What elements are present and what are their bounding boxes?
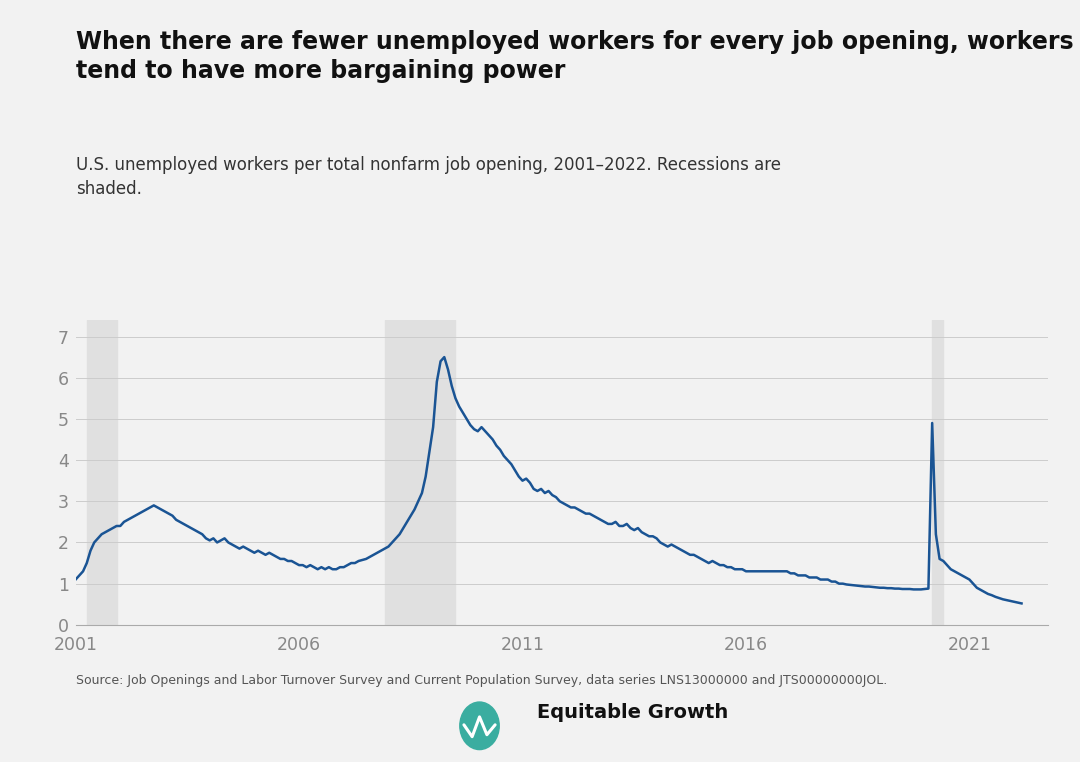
Bar bbox=[86, 320, 117, 625]
Text: Equitable Growth: Equitable Growth bbox=[537, 703, 728, 722]
Bar bbox=[384, 320, 456, 625]
Bar bbox=[932, 320, 944, 625]
Text: When there are fewer unemployed workers for every job opening, workers
tend to h: When there are fewer unemployed workers … bbox=[76, 30, 1074, 83]
Text: Source: Job Openings and Labor Turnover Survey and Current Population Survey, da: Source: Job Openings and Labor Turnover … bbox=[76, 674, 887, 687]
Text: U.S. unemployed workers per total nonfarm job opening, 2001–2022. Recessions are: U.S. unemployed workers per total nonfar… bbox=[76, 156, 781, 198]
Circle shape bbox=[460, 702, 499, 750]
